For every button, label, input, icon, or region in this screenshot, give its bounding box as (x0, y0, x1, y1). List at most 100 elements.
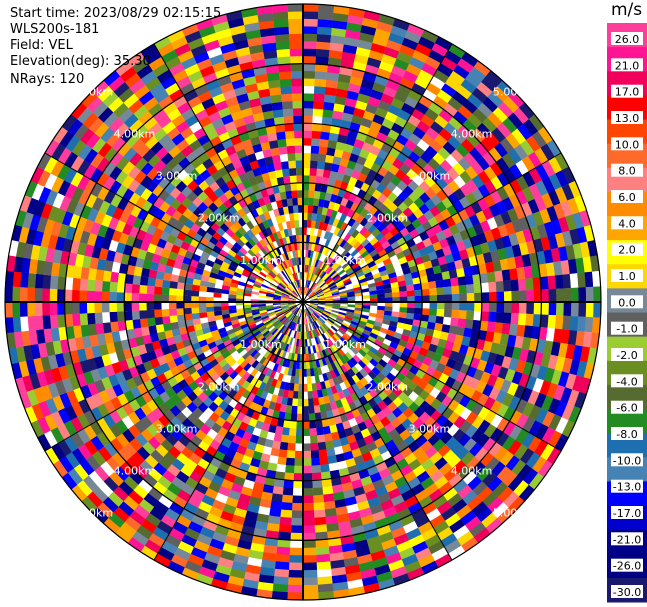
velocity-gate (364, 271, 373, 278)
velocity-gate (303, 40, 317, 50)
velocity-gate (436, 294, 445, 303)
velocity-gate (473, 348, 484, 360)
velocity-gate (528, 167, 543, 184)
velocity-gate (450, 277, 459, 287)
velocity-gate (471, 415, 485, 430)
velocity-gate (488, 311, 497, 323)
velocity-gate (518, 348, 530, 362)
velocity-gate (304, 264, 307, 273)
velocity-gate (402, 328, 412, 337)
velocity-gate (487, 352, 498, 365)
velocity-gate (360, 165, 371, 176)
velocity-gate (310, 298, 319, 301)
velocity-gate (387, 358, 397, 368)
velocity-gate (479, 272, 489, 284)
velocity-gate (428, 315, 437, 324)
velocity-gate (340, 273, 349, 280)
velocity-gate (383, 314, 392, 321)
velocity-gate (324, 94, 336, 104)
velocity-gate (437, 146, 451, 160)
velocity-gate (582, 256, 593, 273)
velocity-gate (509, 323, 519, 336)
velocity-gate (373, 339, 383, 347)
velocity-gate (341, 150, 352, 161)
velocity-gate (375, 313, 385, 320)
velocity-gate (432, 152, 446, 166)
velocity-gate (406, 238, 417, 248)
velocity-gate (406, 284, 415, 292)
velocity-gate (357, 172, 368, 183)
velocity-gate (322, 274, 330, 281)
velocity-gate (427, 157, 441, 171)
velocity-gate (346, 308, 355, 313)
velocity-gate (328, 49, 343, 60)
velocity-gate (343, 280, 352, 286)
velocity-gate (465, 72, 482, 88)
velocity-gate (317, 153, 327, 163)
velocity-gate (567, 330, 578, 346)
velocity-gate (356, 93, 370, 104)
velocity-gate (525, 313, 534, 327)
velocity-gate (432, 241, 443, 252)
velocity-gate (462, 99, 478, 114)
velocity-gate (490, 400, 503, 414)
velocity-gate (349, 323, 358, 330)
velocity-gate (349, 75, 363, 87)
velocity-gate (482, 96, 499, 113)
velocity-gate (339, 307, 348, 312)
velocity-gate (349, 259, 358, 267)
velocity-gate (477, 329, 488, 341)
velocity-gate (303, 26, 318, 35)
velocity-gate (303, 85, 315, 94)
velocity-gate (337, 134, 348, 144)
velocity-gate (536, 339, 547, 354)
velocity-gate (321, 285, 330, 291)
velocity-gate (399, 77, 415, 90)
velocity-gate (306, 279, 309, 288)
velocity-gate (531, 326, 541, 340)
velocity-gate (327, 177, 336, 187)
velocity-gate (398, 256, 408, 265)
velocity-gate (366, 350, 376, 359)
velocity-gate (380, 274, 390, 281)
velocity-gate (510, 312, 520, 325)
velocity-gate (522, 417, 536, 433)
velocity-gate (303, 152, 311, 161)
velocity-gate (482, 207, 494, 221)
velocity-gate (477, 393, 490, 407)
velocity-gate (350, 320, 359, 327)
velocity-gate (363, 342, 372, 351)
velocity-gate (367, 282, 377, 289)
velocity-gate (303, 3, 319, 12)
velocity-gate (503, 312, 512, 324)
velocity-gate (548, 173, 562, 191)
velocity-gate (347, 14, 364, 26)
velocity-gate (321, 263, 328, 271)
velocity-gate (538, 126, 554, 144)
velocity-gate (390, 25, 408, 38)
velocity-gate (380, 142, 393, 154)
velocity-gate (318, 146, 328, 155)
velocity-gate (340, 197, 349, 207)
velocity-gate (361, 141, 373, 153)
velocity-gate (376, 21, 394, 33)
station-label: WLS200s-181 (10, 22, 100, 37)
velocity-gate (336, 220, 344, 229)
velocity-gate (327, 57, 342, 67)
velocity-gate (526, 302, 535, 315)
velocity-gate (309, 304, 318, 308)
velocity-gate (548, 414, 562, 431)
velocity-gate (309, 293, 316, 298)
velocity-gate (591, 270, 601, 287)
velocity-gate (554, 186, 568, 204)
velocity-gate (473, 244, 484, 256)
velocity-gate (438, 128, 453, 142)
velocity-gate (459, 302, 468, 311)
velocity-gate (555, 417, 569, 435)
velocity-gate (568, 180, 582, 199)
velocity-gate (546, 447, 562, 465)
velocity-gate (414, 295, 423, 303)
velocity-gate (384, 153, 397, 165)
velocity-gate (543, 340, 554, 355)
velocity-gate (429, 205, 441, 217)
